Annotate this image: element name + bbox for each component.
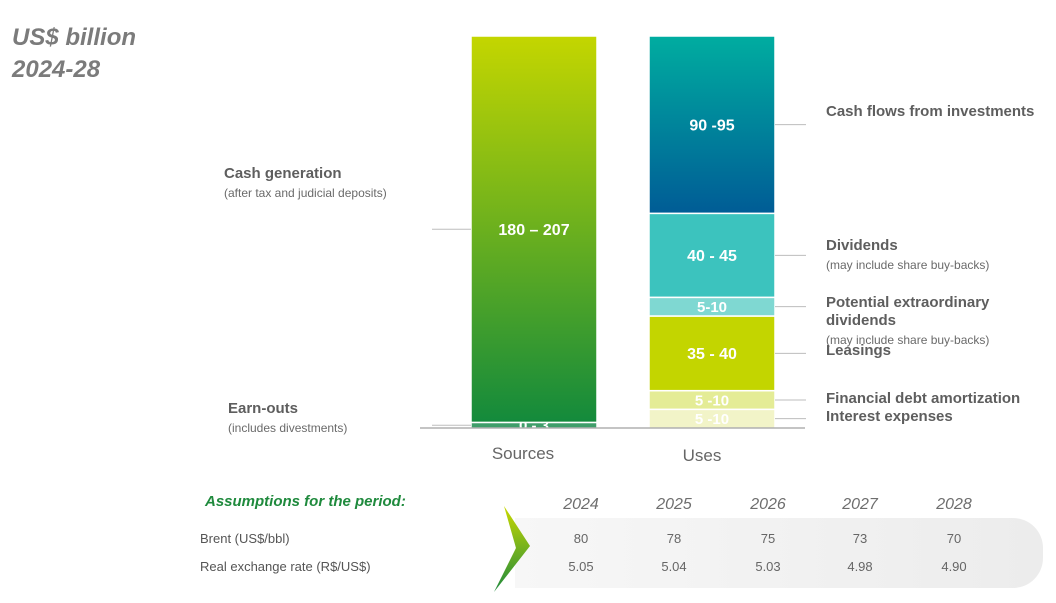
fx-2027: 4.98	[847, 559, 873, 574]
sources-value-label-cash-generation: 180 – 207	[498, 222, 569, 239]
assumptions-title: Assumptions for the period:	[205, 493, 406, 510]
label-dividends-note: (may include share buy-backs)	[826, 258, 990, 272]
uses-segment-leasings	[648, 315, 776, 392]
chevron-arrow-icon	[494, 506, 530, 592]
label-leasings-title: Leasings	[826, 342, 892, 359]
year-2027: 2027	[842, 496, 878, 513]
label-cash-generation: Cash generation (after tax and judicial …	[224, 165, 387, 200]
row-label-exchange-rate: Real exchange rate (R$/US$)	[200, 559, 371, 574]
fx-2025: 5.04	[661, 559, 687, 574]
uses-segment-cash-flows-from-investments	[648, 35, 776, 215]
fx-2028: 4.90	[941, 559, 967, 574]
unit-label: US$ billion	[12, 24, 137, 51]
sources-segment-cash-generation	[470, 35, 598, 424]
uses-value-label-dividends: 40 - 45	[687, 248, 737, 265]
label-cash-flows-investments: Cash flows from investments	[826, 103, 1034, 121]
label-cash-flows-investments-title: Cash flows from investments	[826, 103, 1035, 120]
brent-2025: 78	[666, 531, 682, 546]
label-dividends: Dividends (may include share buy-backs)	[826, 237, 989, 272]
label-debt-amortization-title: Financial debt amortization	[826, 390, 1021, 407]
label-interest-expenses: Interest expenses	[826, 408, 953, 426]
period-label: 2024-28	[12, 56, 101, 83]
brent-2026: 75	[760, 531, 776, 546]
year-2025: 2025	[656, 496, 692, 513]
uses-value-label-leasings: 35 - 40	[687, 346, 737, 363]
uses-value-label-financial-debt-amortization: 5 -10	[695, 392, 729, 409]
brent-2028: 70	[946, 531, 962, 546]
label-interest-expenses-title: Interest expenses	[826, 408, 953, 425]
label-extra-dividends-note: (may include share buy-backs)	[826, 333, 990, 347]
label-extra-dividends-title: Potential extraordinary dividends	[826, 294, 990, 329]
category-label-uses: Uses	[683, 446, 722, 465]
fx-2026: 5.03	[755, 559, 781, 574]
category-label-sources: Sources	[492, 444, 554, 463]
assumptions-panel	[515, 518, 1043, 588]
label-extra-dividends: Potential extraordinary dividends (may i…	[826, 294, 1056, 347]
label-earn-outs: Earn-outs (includes divestments)	[228, 400, 347, 435]
fx-2024: 5.05	[568, 559, 594, 574]
brent-2027: 73	[852, 531, 868, 546]
row-label-brent: Brent (US$/bbl)	[200, 531, 290, 546]
uses-value-label-cash-flows-from-investments: 90 -95	[689, 117, 734, 134]
label-earn-outs-title: Earn-outs	[228, 400, 299, 417]
label-cash-generation-note: (after tax and judicial deposits)	[224, 186, 387, 200]
label-earn-outs-note: (includes divestments)	[228, 421, 348, 435]
brent-2024: 80	[573, 531, 589, 546]
label-cash-generation-title: Cash generation	[224, 165, 342, 182]
year-2026: 2026	[750, 496, 786, 513]
year-2024: 2024	[563, 496, 599, 513]
label-debt-amortization: Financial debt amortization	[826, 390, 1020, 408]
label-dividends-title: Dividends	[826, 237, 898, 254]
uses-value-label-potential-extraordinary-dividends: 5-10	[697, 299, 727, 316]
chart-title: US$ billion 2024-28	[12, 22, 136, 86]
year-2028: 2028	[936, 496, 972, 513]
label-leasings: Leasings	[826, 342, 891, 360]
uses-value-label-interest-expenses: 5 -10	[695, 411, 729, 428]
